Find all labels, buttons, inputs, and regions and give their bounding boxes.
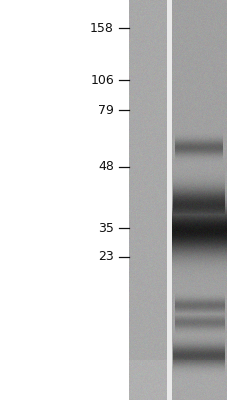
Text: 79: 79 xyxy=(98,104,114,116)
Text: 35: 35 xyxy=(98,222,114,234)
Text: 158: 158 xyxy=(90,22,114,34)
Text: 48: 48 xyxy=(98,160,114,174)
Text: 23: 23 xyxy=(98,250,114,264)
Text: 106: 106 xyxy=(90,74,114,86)
